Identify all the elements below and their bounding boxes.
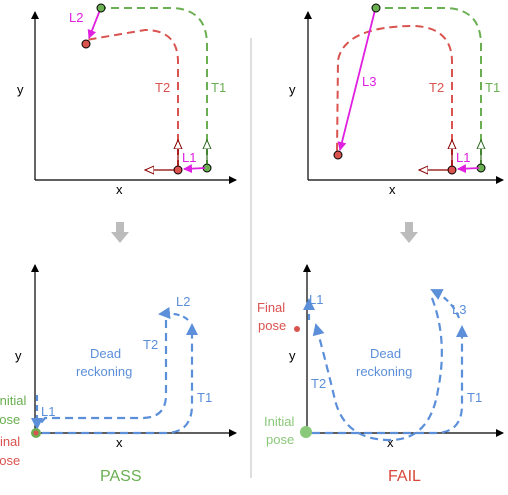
label-l3: L3	[452, 302, 466, 317]
x-axis-label: x	[116, 182, 123, 197]
dead-reckoning-t2	[39, 320, 168, 425]
label-l2: L2	[69, 10, 83, 25]
initial-pose-label-line1: Initial	[264, 414, 294, 429]
initial-pose-label-line2: pose	[266, 432, 294, 447]
down-arrow-right	[400, 222, 418, 243]
label-l1: L1	[41, 404, 55, 419]
top-right-panel: y x L3 L1 T2 T1	[289, 3, 504, 197]
verdict-pass: PASS	[100, 468, 142, 485]
dead-reckoning-label-line2: reckoning	[76, 364, 132, 379]
top-left-panel: y x L2 L1 T2 T1	[17, 3, 237, 197]
y-axis-label: y	[17, 82, 24, 97]
bottom-left-panel: y x L2 T2 T1 L1 Dead reckoning Initial p…	[0, 264, 237, 485]
y-axis-label: y	[289, 348, 296, 363]
dead-reckoning-label-line2: reckoning	[356, 364, 412, 379]
trajectory-t1	[378, 7, 482, 168]
verdict-fail: FAIL	[388, 468, 421, 485]
label-t1: T1	[467, 390, 482, 405]
final-pose-marker	[294, 326, 300, 332]
label-t1: T1	[211, 80, 226, 95]
x-axis-label: x	[389, 182, 396, 197]
dead-reckoning-l2	[158, 307, 189, 321]
green-end-pose	[96, 3, 106, 13]
label-l2: L2	[176, 294, 190, 309]
dead-reckoning-l3	[430, 289, 461, 319]
label-l1: L1	[309, 292, 323, 307]
error-arrow-l3	[337, 9, 376, 151]
label-l1: L1	[182, 150, 196, 165]
down-arrow-left	[111, 222, 129, 243]
trajectory-t1	[103, 7, 208, 168]
trajectory-t2	[336, 24, 453, 168]
label-t2: T2	[311, 376, 326, 391]
dead-reckoning-label-line1: Dead	[370, 346, 401, 361]
label-t2: T2	[155, 80, 170, 95]
dead-reckoning-t1	[312, 325, 468, 435]
dead-reckoning-t1	[42, 323, 198, 435]
y-axis-label: y	[15, 348, 22, 363]
error-arrow-l1	[457, 164, 480, 174]
y-axis-label: y	[289, 82, 296, 97]
initial-pose-label-line1: Initial	[0, 393, 26, 408]
final-pose-label-line1: Final	[257, 300, 285, 315]
error-arrow-l2	[87, 9, 101, 39]
red-start-pose	[447, 165, 457, 175]
final-pose-marker	[33, 430, 39, 436]
final-pose-label-line2: pose	[258, 318, 286, 333]
label-l3: L3	[362, 74, 376, 89]
dead-reckoning-label-line1: Dead	[90, 346, 121, 361]
label-l1: L1	[456, 150, 470, 165]
label-t2: T2	[143, 337, 158, 352]
red-end-pose	[81, 39, 91, 49]
error-arrow-l1	[183, 164, 206, 174]
dead-reckoning-t2	[312, 297, 443, 442]
initial-pose-marker	[300, 426, 312, 438]
final-pose-label-line1: Final	[0, 434, 20, 449]
red-end-pose	[333, 150, 343, 160]
x-axis-label: x	[387, 435, 394, 450]
bottom-right-panel: y x L3 T2 T1 L1 Dead reckoning Final pos…	[257, 264, 504, 485]
label-t2: T2	[429, 80, 444, 95]
final-pose-label-line2: pose	[0, 453, 20, 468]
red-start-pose	[173, 165, 183, 175]
label-t1: T1	[197, 390, 212, 405]
green-end-pose	[371, 3, 381, 13]
trajectory-t2	[85, 28, 179, 168]
initial-pose-label-line2: pose	[0, 412, 20, 427]
label-t1: T1	[485, 80, 500, 95]
x-axis-label: x	[116, 435, 123, 450]
